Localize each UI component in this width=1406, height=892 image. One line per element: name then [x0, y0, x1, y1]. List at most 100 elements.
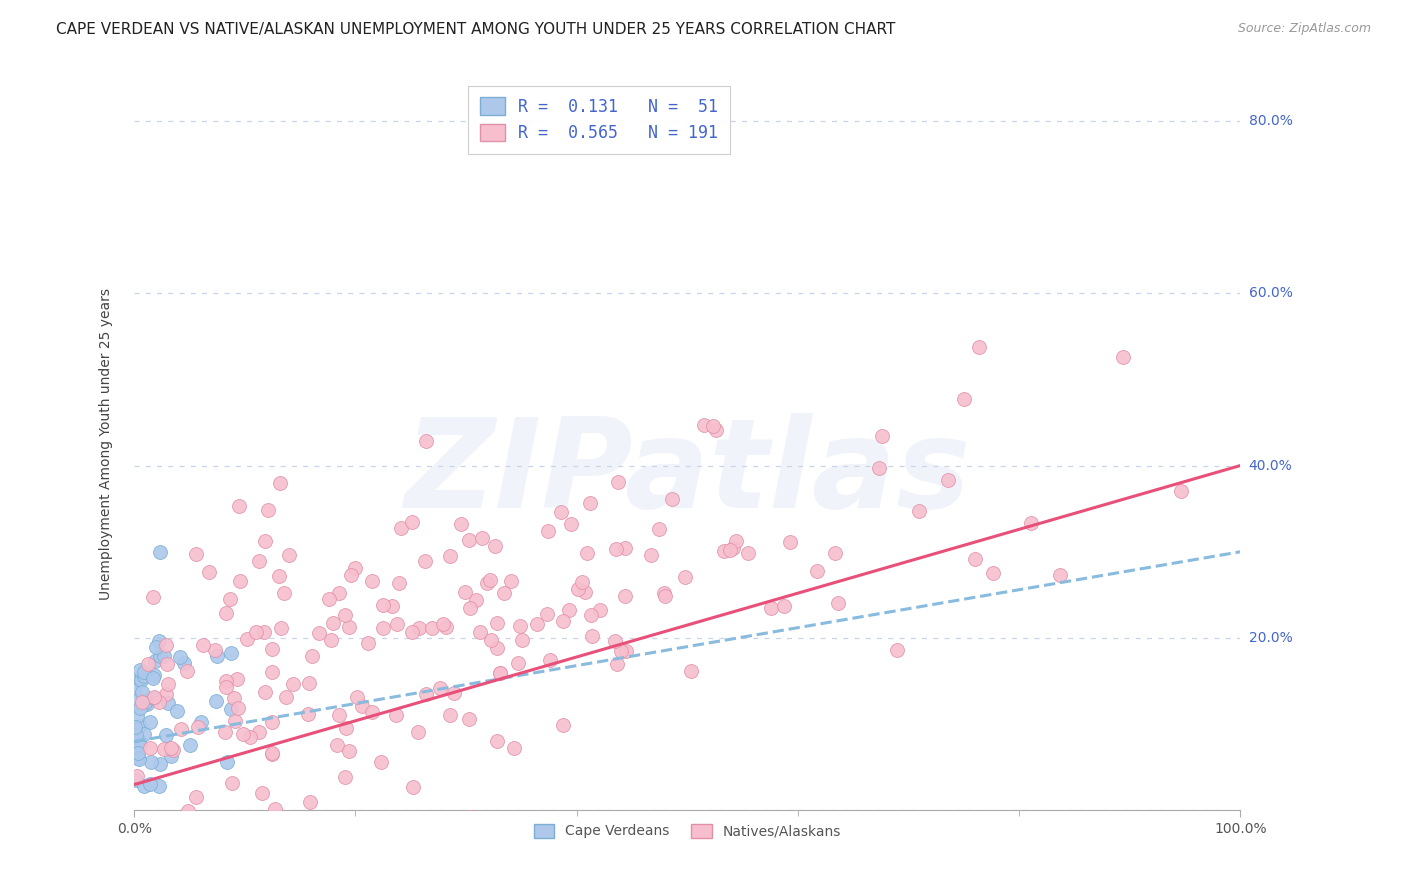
Point [145, 821, 167, 835]
Point [389, 521, 412, 535]
Point [177, 805, 200, 819]
Point [506, 656, 529, 670]
Point [142, 671, 165, 685]
Point [401, 624, 423, 639]
Point [142, 690, 165, 705]
Point [458, 533, 481, 547]
Point [247, 724, 270, 739]
Point [207, 648, 229, 663]
Point [443, 686, 465, 700]
Point [219, 702, 242, 716]
Point [157, 696, 180, 710]
Point [145, 830, 167, 844]
Point [494, 586, 516, 600]
Point [128, 738, 150, 752]
Text: 40.0%: 40.0% [1249, 458, 1292, 473]
Point [269, 568, 291, 582]
Point [344, 561, 367, 575]
Point [160, 740, 183, 755]
Point [551, 718, 574, 732]
Point [250, 786, 273, 800]
Point [560, 516, 582, 531]
Point [228, 500, 250, 514]
Point [450, 517, 472, 532]
Point [567, 582, 589, 596]
Point [673, 570, 696, 584]
Point [693, 418, 716, 433]
Point [155, 638, 177, 652]
Point [458, 601, 481, 615]
Point [938, 473, 960, 487]
Point [387, 617, 409, 632]
Point [145, 640, 167, 655]
Point [139, 741, 162, 756]
Point [401, 516, 423, 530]
Point [360, 705, 382, 719]
Point [128, 718, 150, 732]
Point [402, 780, 425, 794]
Point [579, 496, 602, 510]
Point [824, 546, 846, 560]
Point [184, 547, 207, 561]
Point [321, 633, 343, 648]
Point [190, 714, 212, 729]
Point [139, 777, 162, 791]
Point [236, 632, 259, 647]
Point [159, 749, 181, 764]
Point [131, 696, 153, 710]
Point [187, 720, 209, 734]
Point [260, 746, 283, 760]
Point [652, 586, 675, 600]
Point [488, 666, 510, 681]
Point [603, 634, 626, 648]
Point [253, 684, 276, 698]
Point [827, 596, 849, 610]
Point [484, 539, 506, 553]
Point [173, 657, 195, 671]
Point [218, 591, 240, 606]
Point [470, 625, 492, 640]
Point [510, 632, 533, 647]
Point [464, 592, 486, 607]
Text: ZIPatlas: ZIPatlas [404, 413, 970, 533]
Point [132, 727, 155, 741]
Point [129, 663, 152, 677]
Point [193, 638, 215, 652]
Point [135, 693, 157, 707]
Point [125, 769, 148, 783]
Point [225, 672, 247, 686]
Point [868, 460, 890, 475]
Point [297, 706, 319, 721]
Point [337, 744, 360, 758]
Point [125, 773, 148, 788]
Point [149, 757, 172, 772]
Point [886, 643, 908, 657]
Point [262, 714, 284, 729]
Text: Source: ZipAtlas.com: Source: ZipAtlas.com [1237, 22, 1371, 36]
Point [318, 592, 340, 607]
Point [724, 534, 747, 549]
Point [219, 646, 242, 660]
Point [371, 598, 394, 612]
Point [1170, 483, 1192, 498]
Point [388, 576, 411, 591]
Point [558, 603, 581, 617]
Point [654, 589, 676, 603]
Point [581, 608, 603, 623]
Point [346, 690, 368, 705]
Point [226, 701, 249, 715]
Point [610, 644, 633, 658]
Point [737, 546, 759, 560]
Text: CAPE VERDEAN VS NATIVE/ALASKAN UNEMPLOYMENT AMONG YOUTH UNDER 25 YEARS CORRELATI: CAPE VERDEAN VS NATIVE/ALASKAN UNEMPLOYM… [56, 22, 896, 37]
Legend: Cape Verdeans, Natives/Alaskans: Cape Verdeans, Natives/Alaskans [529, 818, 846, 844]
Point [337, 620, 360, 634]
Point [606, 657, 628, 671]
Point [148, 634, 170, 648]
Point [127, 747, 149, 761]
Point [571, 574, 593, 589]
Point [965, 552, 987, 566]
Point [214, 674, 236, 689]
Point [143, 668, 166, 682]
Point [420, 621, 443, 635]
Point [125, 729, 148, 743]
